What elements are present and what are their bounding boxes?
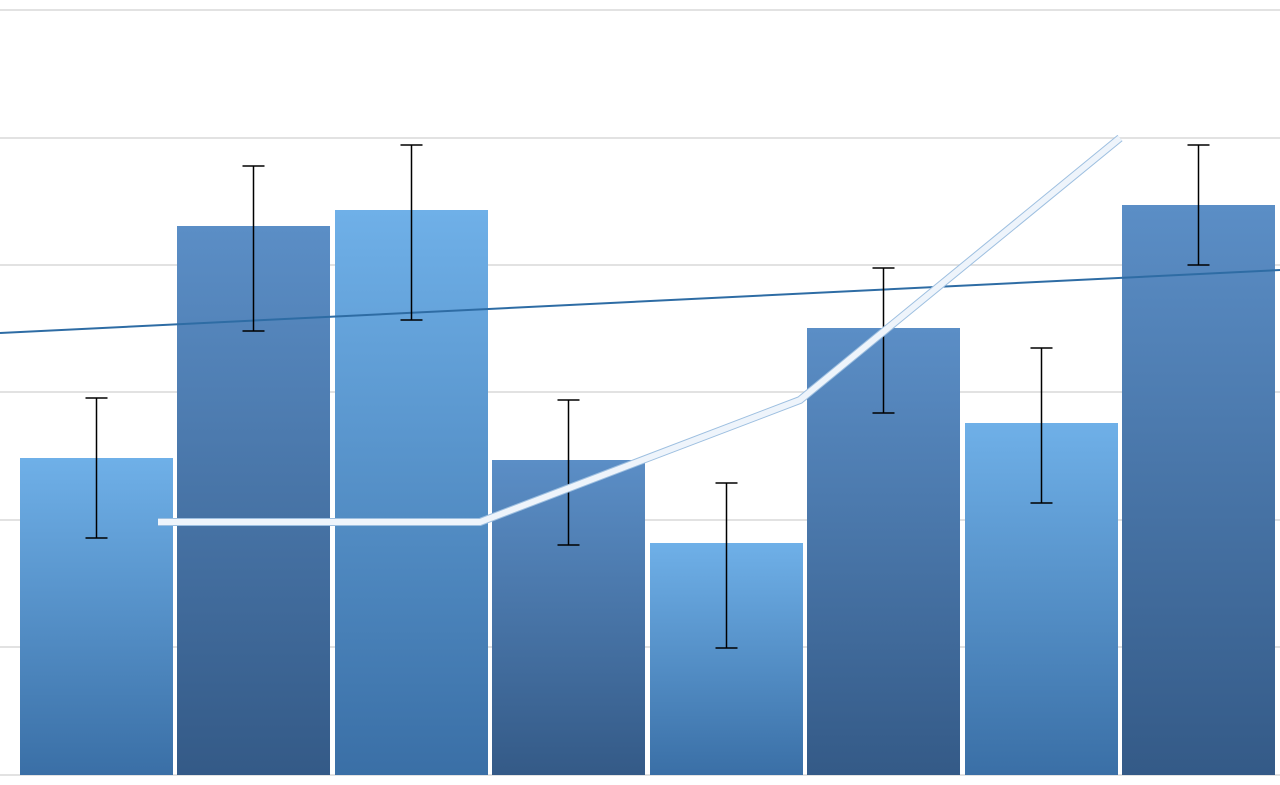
bar-series-b bbox=[1122, 205, 1275, 775]
chart-container bbox=[0, 0, 1280, 785]
combo-bar-line-chart bbox=[0, 0, 1280, 785]
bars bbox=[20, 205, 1275, 775]
